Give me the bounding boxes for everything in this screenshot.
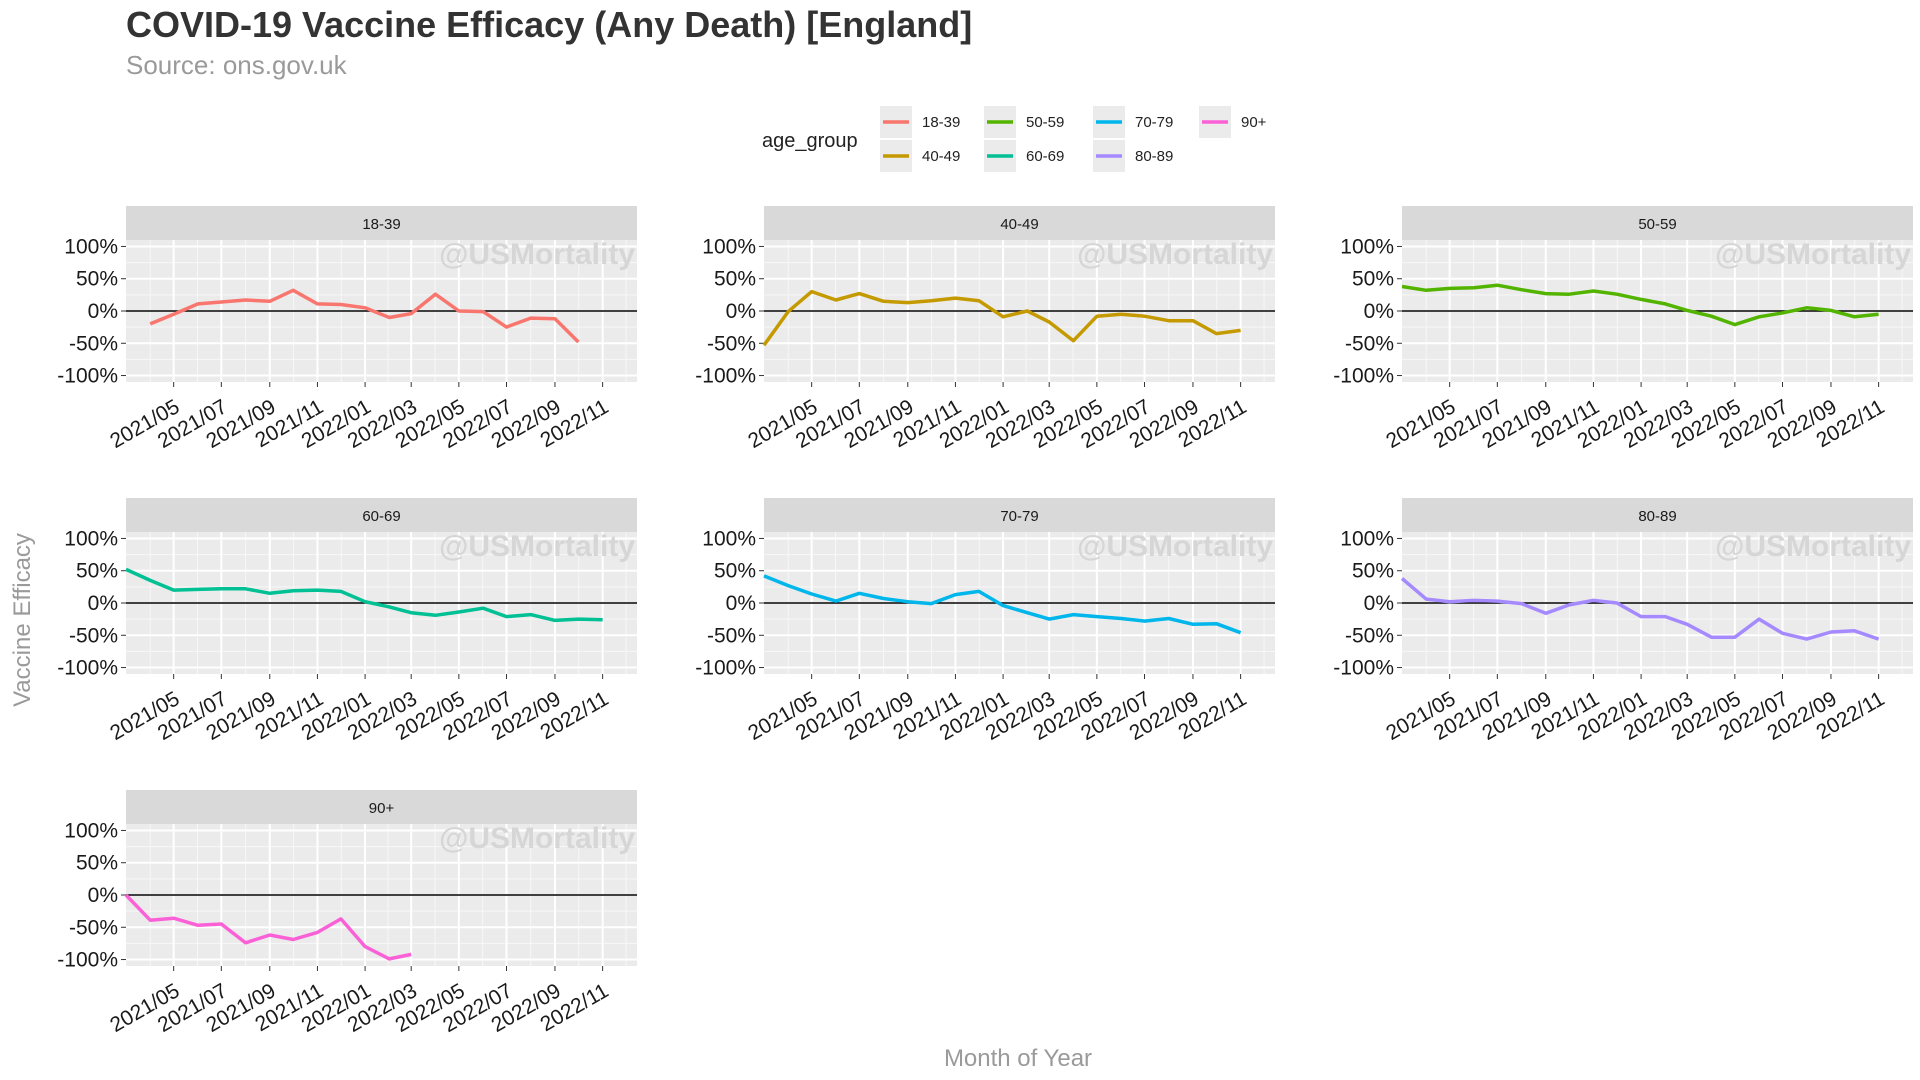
y-tick-label: -50%: [69, 332, 118, 355]
facet-50-59-strip: [1402, 206, 1913, 240]
y-tick-label: 50%: [714, 268, 756, 291]
facet-80-89-strip: [1402, 498, 1913, 532]
legend-item-60-69: 60-69: [984, 140, 1064, 172]
series-line-50-59: [1401, 283, 1879, 327]
series-line-18-39: [149, 288, 580, 344]
y-tick-label: -100%: [1333, 657, 1394, 680]
y-tick-label: -100%: [695, 365, 756, 388]
watermark: @USMortality: [439, 822, 635, 855]
y-tick-label: 50%: [76, 560, 118, 583]
facet-18-39-strip-label: 18-39: [362, 216, 400, 233]
x-axis-title: Month of Year: [944, 1045, 1092, 1072]
legend-label-50-59: 50-59: [1026, 114, 1064, 131]
watermark: @USMortality: [439, 530, 635, 563]
watermark: @USMortality: [1077, 238, 1273, 271]
y-tick-label: -50%: [707, 332, 756, 355]
y-tick-label: -50%: [1345, 332, 1394, 355]
y-tick-label: -50%: [69, 916, 118, 939]
series-line-70-79: [763, 574, 1242, 635]
legend-item-80-89: 80-89: [1093, 140, 1173, 172]
facet-70-79: 70-79100%50%0%-50%-100%2021/052021/07202…: [695, 498, 1275, 745]
facet-60-69-strip-label: 60-69: [362, 508, 400, 525]
y-tick-label: 100%: [64, 235, 118, 258]
y-tick-label: 0%: [1364, 592, 1394, 615]
y-tick-label: 100%: [1340, 235, 1394, 258]
y-tick-label: 100%: [64, 819, 118, 842]
legend-item-40-49: 40-49: [880, 140, 960, 172]
y-tick-label: -50%: [69, 624, 118, 647]
y-tick-label: 100%: [64, 527, 118, 550]
facet-18-39: 18-39100%50%0%-50%-100%2021/052021/07202…: [57, 206, 637, 453]
y-tick-label: -50%: [1345, 624, 1394, 647]
legend-item-18-39: 18-39: [880, 106, 960, 138]
legend-label-60-69: 60-69: [1026, 148, 1064, 165]
legend-label-40-49: 40-49: [922, 148, 960, 165]
watermark: @USMortality: [1715, 530, 1911, 563]
legend-item-50-59: 50-59: [984, 106, 1064, 138]
facet-panels: 18-39100%50%0%-50%-100%2021/052021/07202…: [57, 206, 1913, 1037]
y-tick-label: 0%: [726, 300, 756, 323]
legend-label-70-79: 70-79: [1135, 114, 1173, 131]
y-tick-label: 0%: [1364, 300, 1394, 323]
facet-90plus-strip-label: 90+: [369, 800, 395, 817]
facet-70-79-strip: [764, 498, 1275, 532]
series-line-60-69: [125, 567, 603, 623]
y-tick-label: 0%: [88, 300, 118, 323]
legend-label-90plus: 90+: [1241, 114, 1267, 131]
y-tick-label: 50%: [1352, 268, 1394, 291]
y-tick-label: 50%: [714, 560, 756, 583]
chart-subtitle: Source: ons.gov.uk: [126, 50, 347, 80]
facet-40-49: 40-49100%50%0%-50%-100%2021/052021/07202…: [695, 206, 1275, 453]
y-tick-label: 100%: [1340, 527, 1394, 550]
legend-item-70-79: 70-79: [1093, 106, 1173, 138]
facet-50-59: 50-59100%50%0%-50%-100%2021/052021/07202…: [1333, 206, 1913, 453]
legend-item-90plus: 90+: [1199, 106, 1267, 138]
watermark: @USMortality: [439, 238, 635, 271]
facet-80-89-strip-label: 80-89: [1638, 508, 1676, 525]
y-tick-label: -100%: [695, 657, 756, 680]
y-tick-label: -100%: [57, 365, 118, 388]
legend: 18-39 40-49 50-59 60-69 70-79 80-89 90+: [880, 106, 1267, 172]
legend-title: age_group: [762, 130, 858, 152]
y-tick-label: 100%: [702, 235, 756, 258]
y-tick-label: 50%: [1352, 560, 1394, 583]
facet-70-79-strip-label: 70-79: [1000, 508, 1038, 525]
facet-80-89: 80-89100%50%0%-50%-100%2021/052021/07202…: [1333, 498, 1913, 745]
legend-label-80-89: 80-89: [1135, 148, 1173, 165]
y-tick-label: 50%: [76, 268, 118, 291]
watermark: @USMortality: [1715, 238, 1911, 271]
series-line-80-89: [1400, 577, 1880, 641]
y-tick-label: -100%: [57, 657, 118, 680]
y-tick-label: 100%: [702, 527, 756, 550]
y-tick-label: 50%: [76, 852, 118, 875]
series-line-40-49: [762, 289, 1241, 347]
facet-40-49-strip: [764, 206, 1275, 240]
chart-title: COVID-19 Vaccine Efficacy (Any Death) [E…: [126, 4, 973, 45]
y-tick-label: 0%: [726, 592, 756, 615]
facet-90plus: 90+100%50%0%-50%-100%2021/052021/072021/…: [57, 790, 637, 1037]
y-tick-label: -100%: [1333, 365, 1394, 388]
y-tick-label: -100%: [57, 949, 118, 972]
facet-40-49-strip-label: 40-49: [1000, 216, 1038, 233]
facet-60-69: 60-69100%50%0%-50%-100%2021/052021/07202…: [57, 498, 637, 745]
watermark: @USMortality: [1077, 530, 1273, 563]
legend-label-18-39: 18-39: [922, 114, 960, 131]
facet-90plus-strip: [126, 790, 637, 824]
y-axis-title: Vaccine Efficacy: [9, 533, 36, 707]
facet-18-39-strip: [126, 206, 637, 240]
series-line-90plus: [124, 893, 412, 961]
facet-50-59-strip-label: 50-59: [1638, 216, 1676, 233]
y-tick-label: 0%: [88, 592, 118, 615]
facet-60-69-strip: [126, 498, 637, 532]
y-tick-label: 0%: [88, 884, 118, 907]
y-tick-label: -50%: [707, 624, 756, 647]
